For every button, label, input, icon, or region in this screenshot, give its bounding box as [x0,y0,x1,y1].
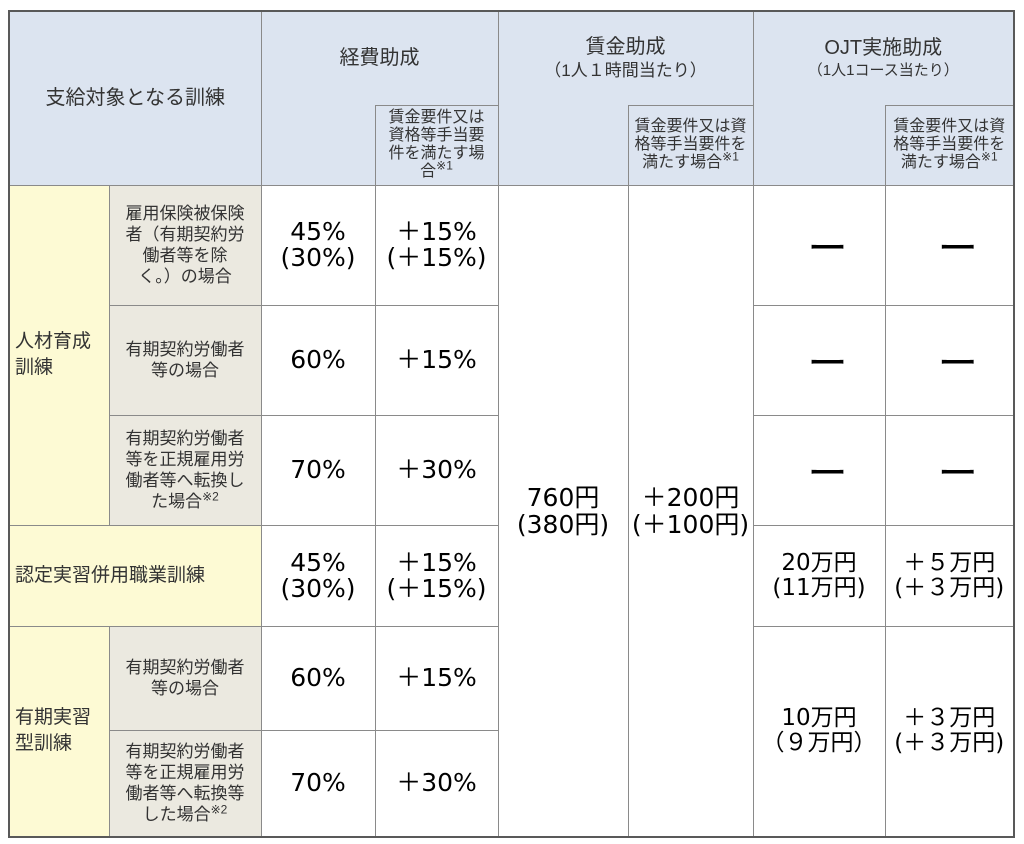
wage-subsidy-plus: ＋200円 (＋100円) [627,184,754,838]
row3-subcategory: 有期契約労働者 等を正規雇用労 働者等へ転換し た場合※2 [108,414,262,526]
subsidy-table: 支給対象となる訓練 経費助成 賃金助成 （1人１時間当たり） OJT実施助成 （1人… [8,10,1015,838]
header-wage-req-note: 賃金要件又は資 格等手当要件を 満たす場合※1 [627,104,754,186]
note-ref-1: ※1 [722,149,739,164]
header-expense: 経費助成 [260,10,499,105]
row4-expense-rate: 45% (30%) [260,524,376,627]
header-ojt-title: OJT実施助成 [824,36,943,59]
note-ref-1: ※1 [980,149,998,164]
row1-expense-plus: ＋15% (＋15%) [374,184,499,306]
header-expense-req-note: 賃金要件又は 資格等手当要 件を満たす場 合※1 [374,104,499,186]
header-ojt-unit: （1人1コース当たり） [807,61,959,79]
row3-expense-plus: ＋30% [374,414,499,526]
category-nintei: 認定実習併用職業訓練 [8,524,262,627]
header-wage-spacer [497,105,629,186]
row3-ojt-plus: ー [884,414,1015,526]
header-ojt-req-note: 賃金要件又は資 格等手当要件を 満たす場合※1 [884,104,1015,186]
note-ref-1: ※1 [436,158,453,173]
note-ref-2: ※2 [202,489,219,504]
row2-subcategory: 有期契約労働者 等の場合 [108,304,262,416]
row4-expense-plus: ＋15% (＋15%) [374,524,499,627]
row5-expense-plus: ＋15% [374,625,499,731]
category-yuki-jisshu: 有期実習 型訓練 [8,625,110,838]
header-training: 支給対象となる訓練 [8,10,262,186]
category-jinzai-ikusei: 人材育成 訓練 [8,184,110,526]
row4-ojt: 20万円 (11万円) [752,524,886,627]
header-expense-spacer [260,105,376,186]
row56-ojt-plus: ＋３万円 (＋３万円) [884,625,1015,838]
row3-ojt: ー [752,414,886,526]
row5-expense-rate: 60% [260,625,376,731]
note-ref-2: ※2 [210,802,228,817]
header-wage-unit: （1人１時間当たり） [544,61,707,81]
row1-ojt: ー [752,184,886,306]
row3-expense-rate: 70% [260,414,376,526]
header-ojt-spacer [752,105,886,186]
row6-expense-plus: ＋30% [374,729,499,838]
row1-subcategory: 雇用保険被保険 者（有期契約労 働者等を除 く。）の場合 [108,184,262,306]
header-wage-title: 賃金助成 [585,36,666,59]
row5-subcategory: 有期契約労働者 等の場合 [108,625,262,731]
row2-expense-rate: 60% [260,304,376,416]
row4-ojt-plus: ＋５万円 (＋３万円) [884,524,1015,627]
wage-subsidy: 760円 (380円) [497,184,629,838]
header-wage: 賃金助成 （1人１時間当たり） [497,10,754,105]
row6-subcategory: 有期契約労働者 等を正規雇用労 働者等へ転換等 した場合※2 [108,729,262,838]
row1-ojt-plus: ー [884,184,1015,306]
row1-expense-rate: 45% (30%) [260,184,376,306]
row2-expense-plus: ＋15% [374,304,499,416]
row2-ojt: ー [752,304,886,416]
row6-expense-rate: 70% [260,729,376,838]
row56-ojt: 10万円 （９万円） [752,625,886,838]
row2-ojt-plus: ー [884,304,1015,416]
header-ojt: OJT実施助成 （1人1コース当たり） [752,10,1015,105]
